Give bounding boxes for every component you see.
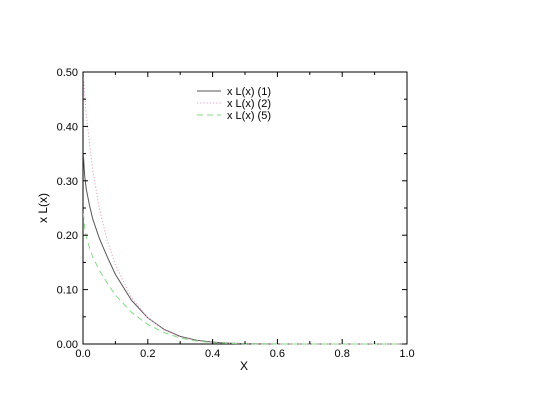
x-tick-label: 0.2 [140, 348, 155, 360]
y-axis-label: x L(x) [36, 193, 50, 223]
y-tick-label: 0.00 [57, 339, 78, 351]
x-tick-label: 0.4 [205, 348, 220, 360]
legend-label-3: x L(x) (5) [227, 110, 271, 122]
x-axis-label: X [240, 359, 248, 373]
y-tick-label: 0.30 [57, 176, 78, 188]
y-tick-label: 0.40 [57, 121, 78, 133]
x-tick-label: 1.0 [399, 348, 414, 360]
legend: x L(x) (1)x L(x) (2)x L(x) (5) [197, 86, 271, 122]
x-tick-label: 0.8 [335, 348, 350, 360]
x-tick-label: 0.6 [270, 348, 285, 360]
legend-label-2: x L(x) (2) [227, 98, 271, 110]
series-line-3 [82, 213, 407, 345]
y-tick-label: 0.10 [57, 285, 78, 297]
series-line-2 [82, 71, 407, 345]
series-lines [82, 71, 407, 345]
x-tick-label: 0.0 [75, 348, 90, 360]
y-tick-label: 0.20 [57, 230, 78, 242]
series-line-1 [82, 153, 407, 345]
y-tick-label: 0.50 [57, 67, 78, 79]
legend-label-1: x L(x) (1) [227, 86, 271, 98]
axis-ticks: 0.0 0.2 0.4 0.6 0.8 1.0 0.00 0.10 0.20 0.30 0.40 0.… [57, 67, 415, 360]
